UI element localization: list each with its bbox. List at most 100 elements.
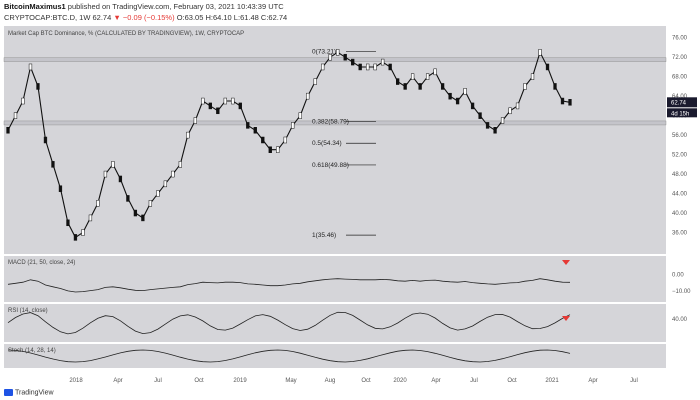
price-chart[interactable]: Market Cap BTC Dominance, % (CALCULATED …	[0, 26, 700, 388]
candle-bar	[216, 107, 220, 115]
candle-bar	[163, 180, 168, 188]
x-tick-label: Apr	[431, 378, 440, 384]
chart-footer: TradingView	[0, 388, 700, 400]
candle-bar	[88, 214, 93, 222]
x-tick-label: Jul	[470, 378, 478, 384]
candle-bar	[246, 122, 250, 129]
rsi-bearish-marker	[562, 316, 570, 321]
candle-bar	[321, 63, 325, 71]
x-tick-label: Apr	[113, 378, 122, 384]
author-name[interactable]: BitcoinMaximus1	[4, 2, 66, 11]
candle-bar	[328, 53, 332, 61]
x-tick-label: 2021	[545, 378, 559, 384]
symbol-info: CRYPTOCAP:BTC.D, 1W 62.74 ▼ −0.09 (−0.15…	[4, 13, 287, 22]
tradingview-icon	[4, 389, 13, 396]
y-tick-label: 40.00	[672, 211, 688, 217]
last-price-label: 62.74	[671, 100, 687, 106]
tradingview-brand: TradingView	[15, 389, 54, 397]
countdown-label: 4d 15h	[671, 111, 689, 117]
tradingview-logo[interactable]: TradingView	[4, 389, 54, 396]
candle-bar	[485, 122, 490, 129]
x-tick-label: Apr	[588, 378, 597, 384]
candle-bar	[81, 229, 85, 236]
x-tick-label: May	[285, 378, 296, 384]
candle-bar	[291, 122, 295, 129]
candle-bar	[470, 102, 475, 110]
candle-bar	[58, 185, 63, 192]
candle-bar	[560, 97, 565, 105]
candle-bar	[6, 127, 10, 134]
price-axis	[666, 26, 700, 368]
fib-level-label: 0.382(58.79)	[312, 119, 349, 126]
candle-bar	[208, 102, 212, 110]
candle-bar	[538, 49, 542, 56]
macd-bearish-marker	[562, 260, 570, 265]
candle-bar	[276, 146, 280, 153]
candle-bar	[493, 127, 497, 134]
candle-bar	[96, 200, 100, 207]
y-tick-label: 36.00	[672, 231, 688, 237]
candle-bar	[111, 161, 115, 168]
candle-bar	[515, 102, 520, 110]
support-resistance-band	[3, 120, 667, 126]
support-resistance-band	[3, 57, 667, 62]
x-tick-label: Oct	[194, 378, 204, 384]
y-tick-label: 68.00	[672, 75, 688, 81]
candle-bar	[253, 127, 257, 134]
candle-bar	[440, 83, 445, 90]
fib-level-label: 1(35.46)	[312, 232, 336, 239]
candle-bar	[133, 209, 138, 217]
chart-header: BitcoinMaximus1 published on TradingView…	[0, 0, 700, 26]
candle-bar	[51, 161, 55, 168]
symbol-ohlc: O:63.05 H:64.10 L:61.48 C:62.74	[176, 13, 288, 22]
candle-bar	[156, 190, 160, 197]
x-tick-label: Jul	[154, 378, 162, 384]
candle-bar	[403, 83, 407, 90]
indicator-label: MACD (21, 50, close, 24)	[8, 260, 75, 266]
candle-bar	[381, 58, 385, 66]
candle-bar	[298, 112, 302, 119]
indicator-line	[7, 311, 571, 335]
candle-bar	[193, 117, 197, 124]
x-tick-label: Oct	[361, 378, 371, 384]
candle-bar	[351, 58, 355, 66]
candle-bar	[366, 63, 370, 71]
candle-bar	[261, 136, 265, 144]
x-tick-label: 2019	[233, 378, 247, 384]
indicator-label: Stoch (14, 28, 14)	[8, 348, 56, 354]
indicator-line	[7, 278, 571, 293]
candle-bar	[43, 136, 48, 144]
symbol-change: ▼ −0.09 (−0.15%)	[113, 13, 175, 22]
y-tick-label: 76.00	[672, 36, 688, 42]
x-tick-label: 2018	[69, 378, 83, 384]
stoch-pane	[4, 344, 666, 368]
candle-bar	[268, 146, 272, 153]
candle-bar	[223, 97, 227, 105]
publish-info: BitcoinMaximus1 published on TradingView…	[4, 2, 284, 11]
candle-bar	[433, 68, 437, 76]
x-tick-label: 2020	[393, 378, 407, 384]
candle-bar	[103, 170, 108, 178]
candle-bar	[171, 170, 175, 178]
candle-bar	[500, 117, 505, 124]
candle-bar	[523, 83, 527, 90]
rsi-pane	[4, 304, 666, 342]
candle-bar	[508, 107, 512, 115]
candle-bar	[545, 63, 550, 71]
symbol-label: CRYPTOCAP:BTC.D, 1W	[4, 13, 91, 22]
x-tick-label: Aug	[325, 378, 336, 384]
x-tick-label: Oct	[507, 378, 517, 384]
y-tick-label: 56.00	[672, 133, 688, 139]
x-tick-label: Jul	[630, 378, 638, 384]
last-price-tag	[667, 97, 697, 108]
symbol-price: 62.74	[92, 13, 112, 22]
candle-bar	[118, 175, 123, 183]
candle-bar	[283, 136, 287, 144]
candle-bar	[13, 112, 18, 119]
candle-bar	[553, 83, 557, 90]
candle-bar	[306, 92, 310, 100]
candle-bar	[186, 131, 190, 139]
candle-bar	[358, 63, 362, 71]
candle-bar	[231, 97, 235, 105]
candle-bar	[425, 73, 430, 80]
